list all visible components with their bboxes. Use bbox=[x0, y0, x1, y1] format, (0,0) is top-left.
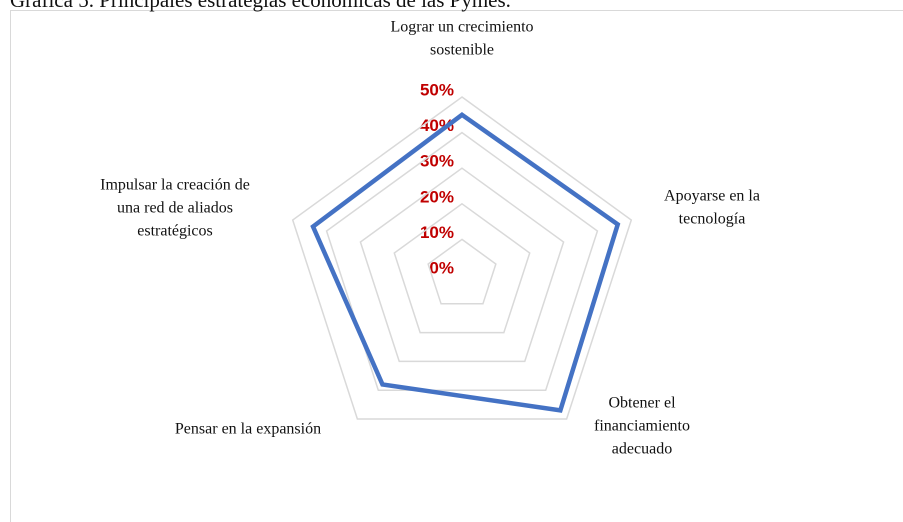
category-label: tecnología bbox=[679, 211, 746, 228]
category-label: Impulsar la creación de bbox=[100, 177, 250, 194]
chart-title: Gráfica 5. Principales estrategias econó… bbox=[10, 0, 511, 12]
category-label: adecuado bbox=[612, 441, 672, 458]
grid-ring bbox=[359, 167, 565, 363]
category-label: Lograr un crecimiento bbox=[390, 19, 533, 36]
r-tick-label: 50% bbox=[420, 80, 454, 99]
grid-ring bbox=[427, 238, 497, 305]
chart-frame bbox=[10, 10, 903, 522]
category-label: estratégicos bbox=[137, 223, 213, 240]
grid-ring bbox=[325, 131, 599, 391]
r-tick-label: 30% bbox=[420, 152, 454, 171]
r-tick-label: 0% bbox=[429, 258, 454, 277]
r-tick-label: 20% bbox=[420, 187, 454, 206]
grid-ring bbox=[291, 96, 633, 420]
category-label: una red de aliados bbox=[117, 200, 233, 217]
r-tick-label: 10% bbox=[420, 223, 454, 242]
category-label: Pensar en la expansión bbox=[175, 421, 321, 438]
category-label: Apoyarse en la bbox=[664, 188, 760, 205]
grid-ring bbox=[393, 202, 531, 334]
category-label: Obtener el bbox=[608, 395, 676, 412]
radar-line bbox=[310, 112, 621, 413]
category-label: financiamiento bbox=[594, 418, 690, 435]
category-label: sostenible bbox=[430, 42, 494, 59]
